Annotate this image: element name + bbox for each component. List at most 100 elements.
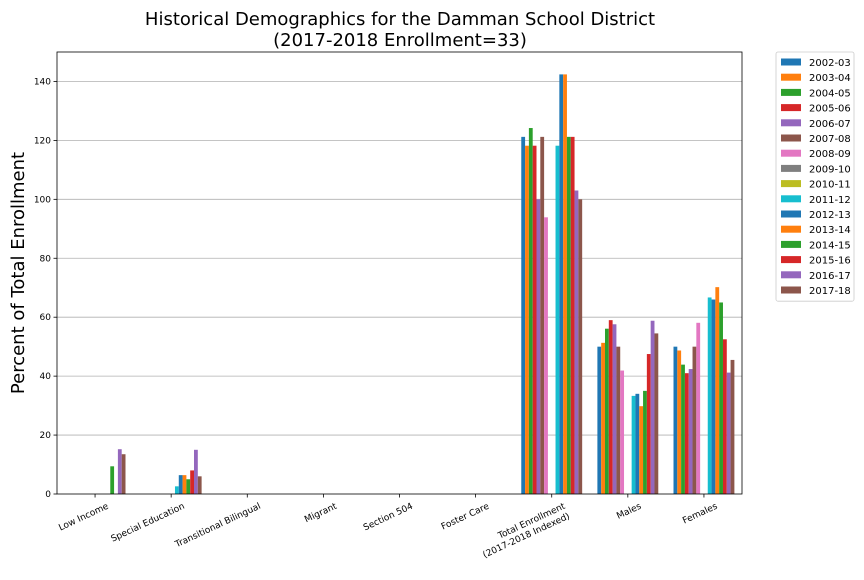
- y-tick-label: 100: [34, 195, 51, 205]
- bar: [186, 479, 191, 494]
- bar: [616, 346, 621, 494]
- bar: [673, 346, 678, 494]
- bar: [194, 449, 198, 494]
- y-tick-label: 80: [40, 254, 52, 264]
- bar: [528, 128, 533, 495]
- bar: [540, 136, 545, 494]
- x-tick-label: Migrant: [303, 501, 339, 525]
- legend-label: 2005-06: [809, 104, 851, 115]
- bar: [117, 449, 122, 494]
- bar: [197, 476, 202, 494]
- legend-swatch: [781, 88, 801, 96]
- x-tick-label: Foster Care: [440, 501, 491, 532]
- x-tick-label: Special Education: [110, 502, 187, 545]
- bar: [608, 320, 613, 494]
- legend-swatch: [781, 119, 801, 127]
- legend-swatch: [781, 195, 801, 203]
- x-tick-label: Section 504: [362, 502, 415, 534]
- legend-swatch: [781, 104, 801, 112]
- legend-swatch: [781, 58, 801, 66]
- chart-subtitle: (2017-2018 Enrollment=33): [273, 30, 527, 51]
- x-tick-label: Total Enrollment(2017-2018 Indexed): [477, 501, 572, 560]
- legend-swatch: [781, 149, 801, 157]
- bar: [681, 364, 685, 494]
- bar: [601, 342, 605, 494]
- legend-swatch: [781, 180, 801, 188]
- gridlines: [57, 81, 742, 436]
- bar: [643, 390, 647, 494]
- bar: [178, 475, 183, 494]
- legend-frame: [775, 51, 855, 302]
- bar: [521, 136, 526, 494]
- bar: [730, 359, 735, 494]
- x-tick-label: Low Income: [57, 501, 110, 533]
- bar: [174, 486, 179, 494]
- bar: [722, 339, 727, 494]
- bar: [654, 333, 659, 494]
- bar: [688, 369, 693, 494]
- legend-label: 2012-13: [809, 210, 851, 221]
- chart-title: Historical Demographics for the Damman S…: [145, 9, 655, 30]
- bar: [696, 322, 701, 494]
- legend-swatch: [781, 225, 801, 233]
- legend-label: 2009-10: [809, 164, 851, 175]
- bar: [719, 302, 723, 494]
- legend-label: 2008-09: [809, 149, 851, 160]
- bar: [190, 470, 194, 494]
- bar: [707, 297, 712, 494]
- legend-label: 2007-08: [809, 134, 851, 145]
- bar: [544, 217, 548, 495]
- bar: [620, 370, 625, 494]
- bar: [646, 354, 651, 494]
- legend-swatch: [781, 271, 801, 279]
- bar: [684, 373, 689, 494]
- bar: [597, 346, 602, 494]
- bar: [612, 324, 617, 494]
- bar: [182, 475, 187, 494]
- bar: [559, 74, 564, 495]
- y-tick-label: 40: [40, 372, 52, 382]
- y-tick-label: 120: [34, 136, 51, 146]
- x-tick-label: Females: [681, 502, 719, 527]
- x-axis-ticks: Low Income Special EducationTransitional …: [57, 494, 719, 561]
- legend: 2002-03 2003-04 2004-05 2005-06 2006-07 2007-…: [775, 51, 855, 302]
- legend-label: 2003-04: [809, 73, 851, 84]
- bar: [578, 199, 583, 495]
- legend-label: 2014-15: [809, 240, 851, 251]
- bar: [605, 328, 609, 494]
- bar: [570, 136, 575, 494]
- bar: [536, 199, 541, 495]
- y-tick-label: 140: [34, 77, 51, 87]
- bar: [566, 136, 571, 494]
- legend-label: 2002-03: [809, 58, 851, 69]
- y-axis-label: Percent of Total Enrollment: [8, 152, 29, 394]
- bar: [639, 406, 644, 494]
- legend-label: 2011-12: [809, 195, 851, 206]
- legend-label: 2017-18: [809, 286, 851, 297]
- legend-swatch: [781, 210, 801, 218]
- legend-swatch: [781, 256, 801, 264]
- bar: [635, 393, 640, 494]
- bar: [631, 395, 636, 494]
- bar: [574, 190, 579, 494]
- bar: [555, 145, 560, 495]
- bars: [110, 74, 735, 495]
- legend-swatch: [781, 286, 801, 294]
- bar: [563, 74, 567, 495]
- bar: [677, 350, 682, 494]
- legend-label: 2010-11: [809, 180, 851, 191]
- x-tick-label: Males: [615, 502, 643, 522]
- x-tick-label: Transitional Bilingual: [173, 502, 263, 551]
- bar: [726, 372, 731, 494]
- bar: [715, 287, 720, 494]
- legend-label: 2016-17: [809, 271, 851, 282]
- y-axis-ticks: 0 20 40 60 80 100 120 140: [34, 77, 57, 500]
- bar: [711, 299, 716, 494]
- bar: [650, 320, 655, 494]
- y-tick-label: 0: [45, 490, 51, 500]
- legend-swatch: [781, 134, 801, 142]
- y-tick-label: 60: [40, 313, 52, 323]
- bar: [110, 466, 115, 494]
